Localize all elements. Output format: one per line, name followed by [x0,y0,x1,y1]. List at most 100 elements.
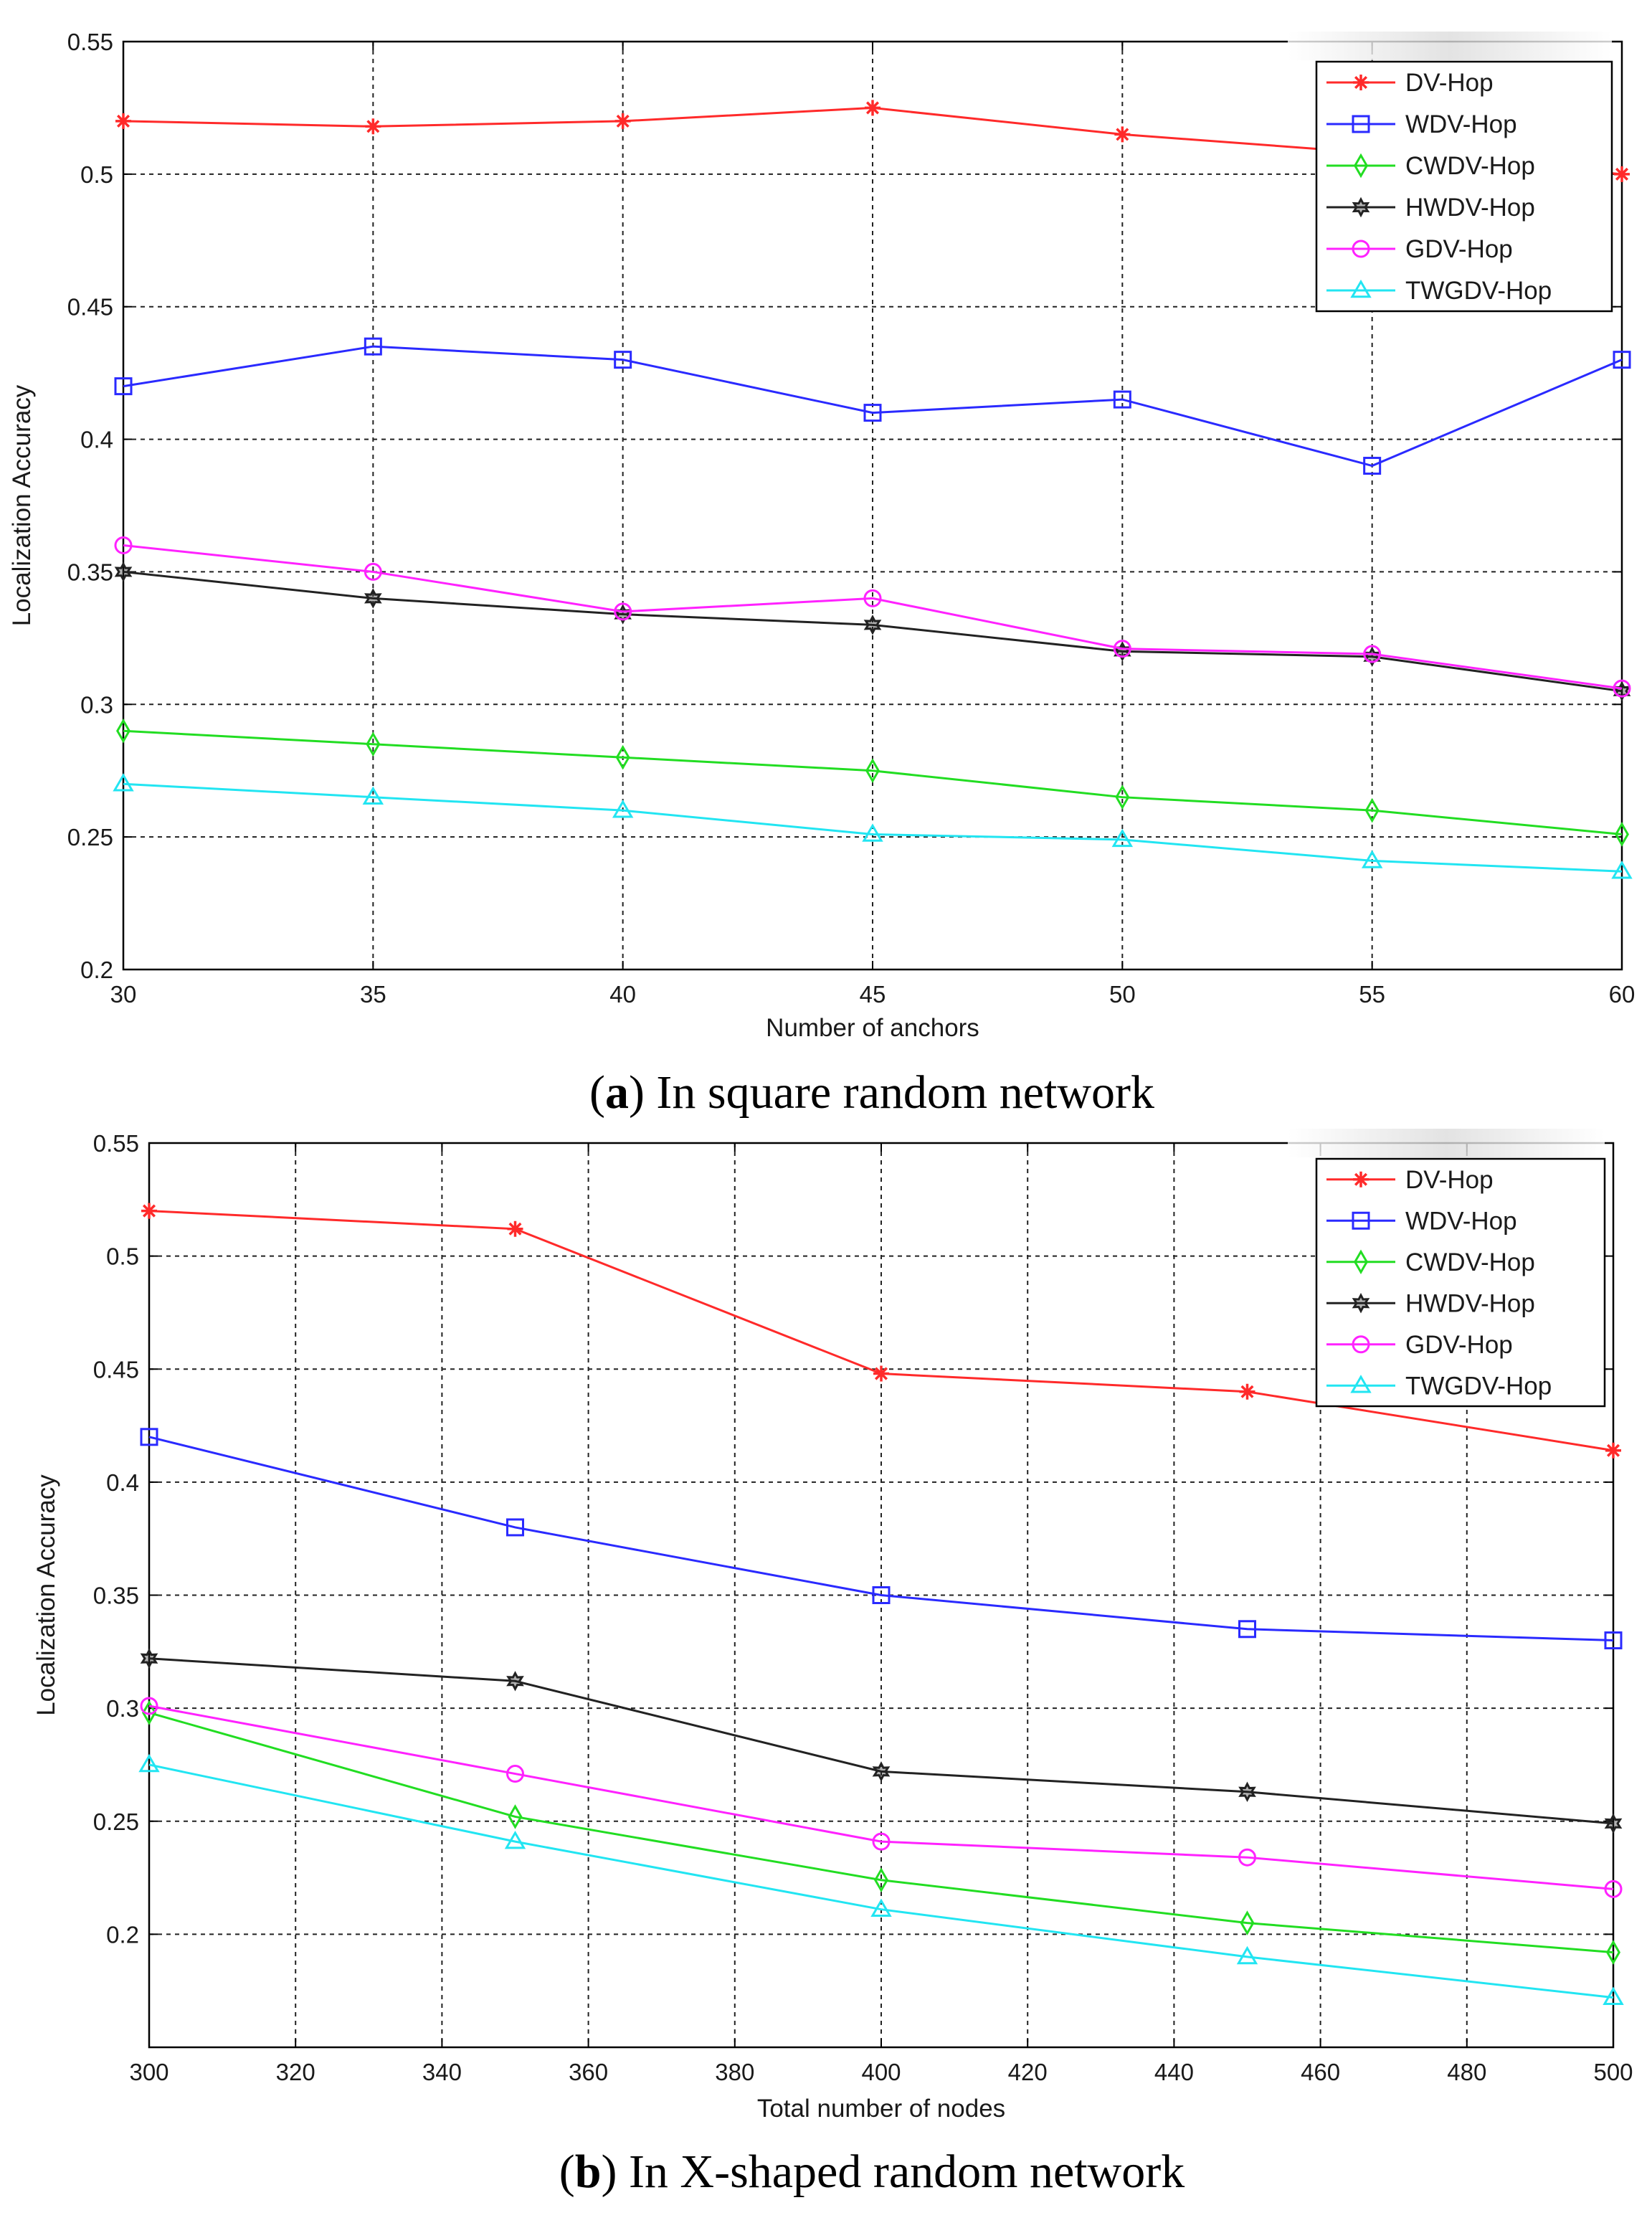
chart-a-point-dv-hop-30 [115,113,131,129]
chart-b-x-tick-label-440: 440 [1154,2059,1194,2085]
chart-a-point-dv-hop-50 [1114,126,1131,143]
chart-a-legend-item-dv-hop: DV-Hop [1326,69,1494,97]
chart-b-point-dv-hop-300 [141,1203,157,1219]
chart-b-x-tick-label-460: 460 [1301,2059,1340,2085]
chart-b-series-hwdv-hop [140,1648,1623,1834]
chart-a-point-hwdv-hop-35 [364,588,382,609]
chart-b-y-tick-label-0-2: 0.2 [106,1921,139,1948]
chart-a-ticks: 30 35 40 45 50 55 60 0.2 0.25 0.3 0.35 0.4 0.45 0.5 0.… [67,29,1636,1008]
chart-b-legend-item-cwdv-hop: CWDV-Hop [1326,1248,1535,1276]
chart-b-legend-item-hwdv-hop: HWDV-Hop [1326,1289,1535,1317]
chart-a-caption-letter: a [605,1066,629,1119]
chart-b-legend-label-twgdv-hop: TWGDV-Hop [1405,1372,1552,1400]
chart-a-point-gdv-hop-50 [1113,640,1131,658]
chart-a-point-wdv-hop-55 [1363,457,1382,475]
chart-a-caption-open: ( [589,1066,605,1119]
chart-b-legend-item-twgdv-hop: TWGDV-Hop [1326,1372,1552,1400]
chart-b-point-gdv-hop-500 [1604,1879,1623,1898]
chart-a-legend-label-cwdv-hop: CWDV-Hop [1405,152,1535,180]
chart-a-legend-item-wdv-hop: WDV-Hop [1326,110,1517,138]
chart-b-series-line-gdv-hop [148,1705,1614,1890]
chart-a-series-wdv-hop [114,337,1631,475]
chart-b-y-tick-label-0-4: 0.4 [106,1469,139,1496]
chart-a-legend-item-hwdv-hop: HWDV-Hop [1326,194,1535,222]
chart-b-y-tick-label-0-45: 0.45 [93,1356,139,1383]
chart-a-series-gdv-hop [114,536,1631,698]
chart-b-x-tick-label-320: 320 [276,2059,315,2085]
chart-a-x-tick-label-60: 60 [1609,981,1636,1008]
chart-b-x-tick-label-380: 380 [715,2059,754,2085]
chart-b-point-wdv-hop-350 [506,1518,524,1537]
chart-b-point-hwdv-hop-500 [1604,1813,1623,1834]
chart-a-legend-label-wdv-hop: WDV-Hop [1405,110,1517,138]
chart-a-point-gdv-hop-40 [614,602,632,621]
chart-a: 30 35 40 45 50 55 60 0.2 0.25 0.3 0.35 0.4 0.45 0.5 0.… [8,29,1635,1119]
chart-b-legend-marker-cwdv-hop [1354,1249,1368,1275]
chart-b-series-line-hwdv-hop [148,1657,1614,1825]
chart-b-x-tick-label-360: 360 [569,2059,608,2085]
chart-b-legend-label-gdv-hop: GDV-Hop [1405,1331,1513,1359]
chart-b: 300 320 340 360 380 400 420 440 460 480 500 0.2 0.25… [32,1129,1633,2198]
chart-a-x-tick-label-45: 45 [860,981,886,1008]
chart-a-series-line-cwdv-hop [123,729,1623,835]
chart-b-point-cwdv-hop-300 [142,1700,156,1725]
chart-a-caption: (a) In square random network [589,1066,1154,1119]
chart-a-x-tick-label-50: 50 [1109,981,1136,1008]
chart-b-point-dv-hop-400 [873,1365,889,1382]
chart-b-legend-shadow [1288,1129,1605,1157]
chart-a-legend: DV-Hop WDV-Hop CWDV-Hop HWDV-Hop GDV-Hop TWGD… [1288,32,1613,313]
chart-a-series-line-hwdv-hop [123,570,1623,693]
chart-b-point-hwdv-hop-400 [872,1761,891,1782]
chart-a-point-twgdv-hop-35 [362,786,384,805]
chart-a-point-wdv-hop-50 [1113,390,1131,409]
chart-b-series-wdv-hop [140,1428,1623,1650]
chart-b-point-dv-hop-500 [1605,1442,1621,1459]
chart-b-point-wdv-hop-400 [872,1586,891,1604]
chart-b-point-gdv-hop-450 [1238,1848,1256,1867]
chart-b-point-gdv-hop-300 [140,1697,158,1715]
chart-a-legend-marker-twgdv-hop [1350,279,1372,298]
chart-a-legend-marker-wdv-hop [1352,115,1370,133]
chart-b-legend-label-dv-hop: DV-Hop [1405,1166,1494,1194]
chart-a-point-wdv-hop-45 [863,404,882,422]
chart-a-point-wdv-hop-30 [114,377,133,396]
chart-b-legend-marker-wdv-hop [1352,1211,1370,1230]
chart-b-y-tick-label-0-3: 0.3 [106,1695,139,1722]
chart-a-legend-label-dv-hop: DV-Hop [1405,69,1494,97]
chart-b-point-gdv-hop-350 [506,1765,524,1783]
chart-a-caption-text: ) In square random network [629,1066,1154,1119]
chart-b-legend-item-gdv-hop: GDV-Hop [1326,1331,1513,1359]
chart-b-series [138,1203,1624,2005]
chart-a-point-gdv-hop-30 [114,536,133,554]
chart-a-point-hwdv-hop-30 [114,561,133,582]
chart-a-point-twgdv-hop-60 [1611,861,1633,879]
chart-a-series-cwdv-hop [116,718,1629,847]
chart-b-caption-letter: b [575,2146,602,2198]
chart-a-point-cwdv-hop-30 [116,718,130,744]
chart-b-x-tick-label-340: 340 [422,2059,462,2085]
chart-b-point-gdv-hop-400 [872,1832,891,1851]
chart-a-point-twgdv-hop-45 [862,823,883,842]
chart-b-point-twgdv-hop-400 [870,1898,892,1917]
chart-a-series-line-gdv-hop [123,544,1623,690]
chart-b-point-hwdv-hop-350 [506,1671,524,1692]
chart-a-y-tick-label-0-55: 0.55 [67,29,113,55]
chart-b-legend-marker-dv-hop [1353,1171,1369,1188]
chart-a-point-twgdv-hop-40 [612,800,634,818]
chart-b-y-tick-label-0-25: 0.25 [93,1809,139,1835]
chart-b-point-dv-hop-450 [1239,1383,1255,1400]
chart-a-point-wdv-hop-40 [614,351,632,369]
chart-a-point-dv-hop-45 [865,100,880,116]
chart-a-legend-item-gdv-hop: GDV-Hop [1326,235,1513,263]
chart-a-legend-shadow [1288,32,1612,60]
chart-b-point-twgdv-hop-300 [138,1753,160,1773]
chart-a-point-dv-hop-35 [365,118,381,135]
chart-b-x-axis-label: Total number of nodes [757,2095,1005,2123]
chart-b-legend-box [1315,1157,1606,1408]
chart-b-point-hwdv-hop-300 [140,1648,158,1669]
chart-b-series-line-twgdv-hop [148,1763,1614,1999]
chart-a-series [113,100,1633,879]
chart-b-x-tick-label-500: 500 [1593,2059,1633,2085]
chart-a-x-tick-label-40: 40 [609,981,636,1008]
